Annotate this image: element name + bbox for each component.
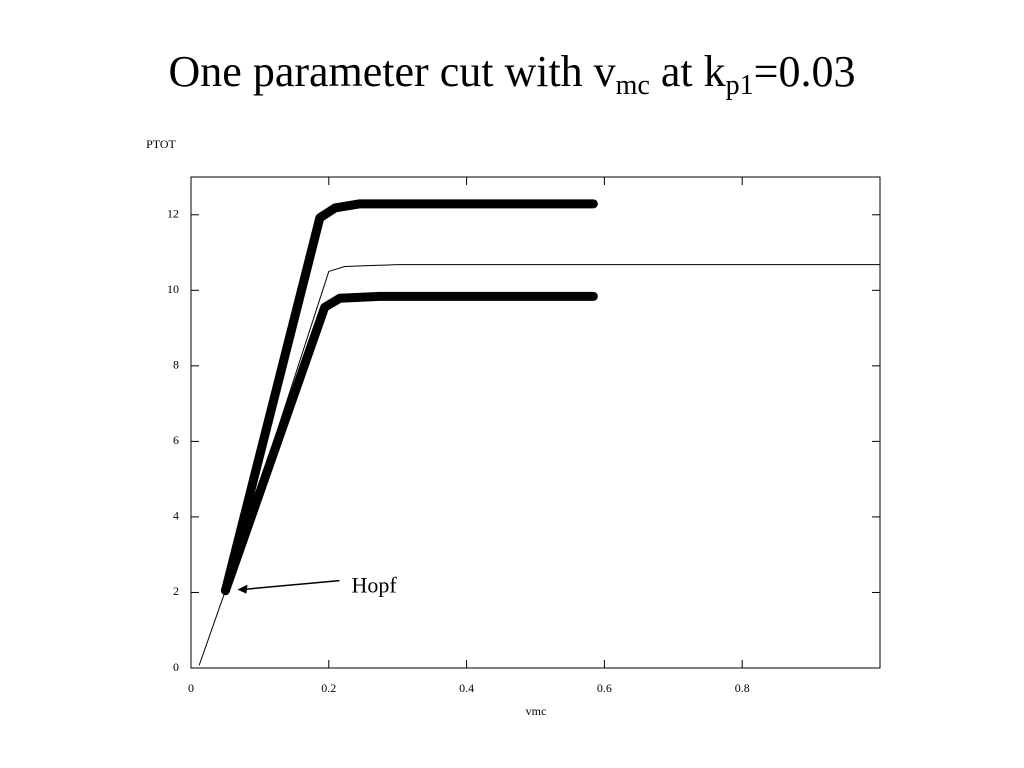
y-tick-label: 0 [173,660,179,674]
x-tick-label: 0.6 [597,681,612,695]
arrow-head [237,584,248,594]
title-subscript: p1 [726,70,754,101]
y-tick-label: 6 [173,433,179,447]
annotation: Hopf [351,573,397,598]
title-part: at k [650,47,726,96]
y-tick-label: 4 [173,509,179,523]
title-part: One parameter cut with v [169,47,616,96]
title-subscript: mc [616,70,650,101]
y-tick-label: 2 [173,584,179,598]
x-axis-label: vmc [526,704,547,718]
branch-line [220,291,598,596]
title-part: =0.03 [754,47,856,96]
chart-title: One parameter cut with vmc at kp1=0.03 [169,47,856,101]
x-tick-label: 0.4 [459,681,474,695]
x-tick-label: 0 [188,681,194,695]
plot-frame [190,176,881,669]
y-tick-label: 8 [173,358,179,372]
y-axis-label: PTOT [146,137,176,151]
branch-line [220,199,598,596]
y-tick-label: 12 [167,207,179,221]
branch-line [198,264,881,666]
x-tick-label: 0.8 [735,681,750,695]
y-tick-label: 10 [167,282,179,296]
annotation-arrow [241,579,340,591]
x-tick-label: 0.2 [321,681,336,695]
